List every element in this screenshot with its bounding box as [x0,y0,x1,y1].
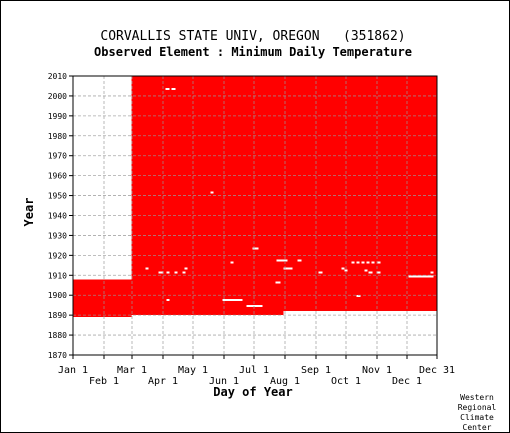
data-missing-block [171,87,176,90]
y-tick-label: 1990 [48,112,67,121]
x-axis-label: Day of Year [213,385,292,399]
x-tick-label: Aug 1 [270,376,300,387]
data-missing-block [246,305,263,308]
chart-subtitle: Observed Element : Minimum Daily Tempera… [94,45,412,59]
x-tick-label: Oct 1 [331,376,361,387]
data-missing-block [371,261,375,264]
y-tick-label: 2010 [48,72,67,81]
y-tick-label: 1920 [48,251,67,260]
data-missing-block [368,271,373,274]
data-missing-block [364,269,368,272]
data-missing-block [275,281,281,284]
data-missing-block [166,299,170,302]
x-tick-label: Mar 1 [117,365,147,376]
y-tick-labels: 1870 1880 1890 1900 1910 1920 1930 1940 1950 1960… [48,72,67,360]
data-missing-block [377,261,381,264]
y-tick-label: 1940 [48,212,67,221]
y-tick-label: 1870 [48,351,67,360]
data-missing-block [376,271,381,274]
data-missing-block [222,299,243,302]
data-missing-block [230,261,234,264]
data-missing-block [166,271,170,274]
y-tick-label: 2000 [48,92,67,101]
y-tick-label: 1900 [48,291,67,300]
x-tick-label: Dec 1 [392,376,422,387]
chart-title: CORVALLIS STATE UNIV, OREGON (351862) [100,29,405,44]
data-missing-block [297,259,302,262]
data-missing-block [318,271,323,274]
x-tick-label: May 1 [178,365,208,376]
x-tick-label: Apr 1 [148,376,178,387]
y-tick-label: 1960 [48,172,67,181]
data-missing-block [361,261,365,264]
data-missing-block [283,313,438,316]
data-missing-block [165,87,170,90]
x-tick-label: Jul 1 [239,365,269,376]
data-missing-block [210,191,214,194]
y-tick-label: 1880 [48,331,67,340]
data-missing-block [341,267,345,270]
data-missing-block [72,317,438,355]
data-missing-block [344,269,348,272]
credit-line-4: Center [463,423,492,432]
y-tick-label: 1930 [48,231,67,240]
data-missing-block [356,261,360,264]
data-missing-block [408,275,434,278]
x-tick-label: Jan 1 [58,365,88,376]
data-missing-block [283,267,293,270]
x-tick-label: Feb 1 [89,376,119,387]
x-tick-label: Sep 1 [301,365,331,376]
data-missing-block [145,267,149,270]
data-missing-block [72,76,132,280]
data-missing-block [252,247,259,250]
data-missing-block [102,159,107,162]
credit-block: Western Regional Climate Center [458,393,497,432]
data-missing-block [131,315,438,318]
data-missing-block [182,271,186,274]
y-tick-label: 1890 [48,311,67,320]
data-present-block [131,76,438,280]
credit-line-2: Regional [458,403,497,412]
data-missing-block [158,271,164,274]
y-tick-label: 1910 [48,271,67,280]
data-present-layer [72,76,438,318]
credit-line-1: Western [460,393,494,402]
data-missing-block [430,271,434,274]
y-axis-label: Year [22,198,36,227]
data-missing-block [356,295,361,298]
x-tick-label: Dec 31 [419,365,455,376]
data-missing-block [72,275,88,278]
data-missing-block [174,271,178,274]
x-tick-label: Jun 1 [209,376,239,387]
y-tick-label: 1970 [48,152,67,161]
credit-line-3: Climate [460,413,494,422]
data-missing-block [351,261,355,264]
data-missing-block [283,311,438,314]
y-tick-label: 1950 [48,192,67,201]
data-missing-block [366,261,370,264]
data-missing-block [184,267,188,270]
axes [69,75,438,359]
y-tick-label: 1980 [48,132,67,141]
data-missing-block [276,259,288,262]
x-tick-label: Nov 1 [362,365,392,376]
